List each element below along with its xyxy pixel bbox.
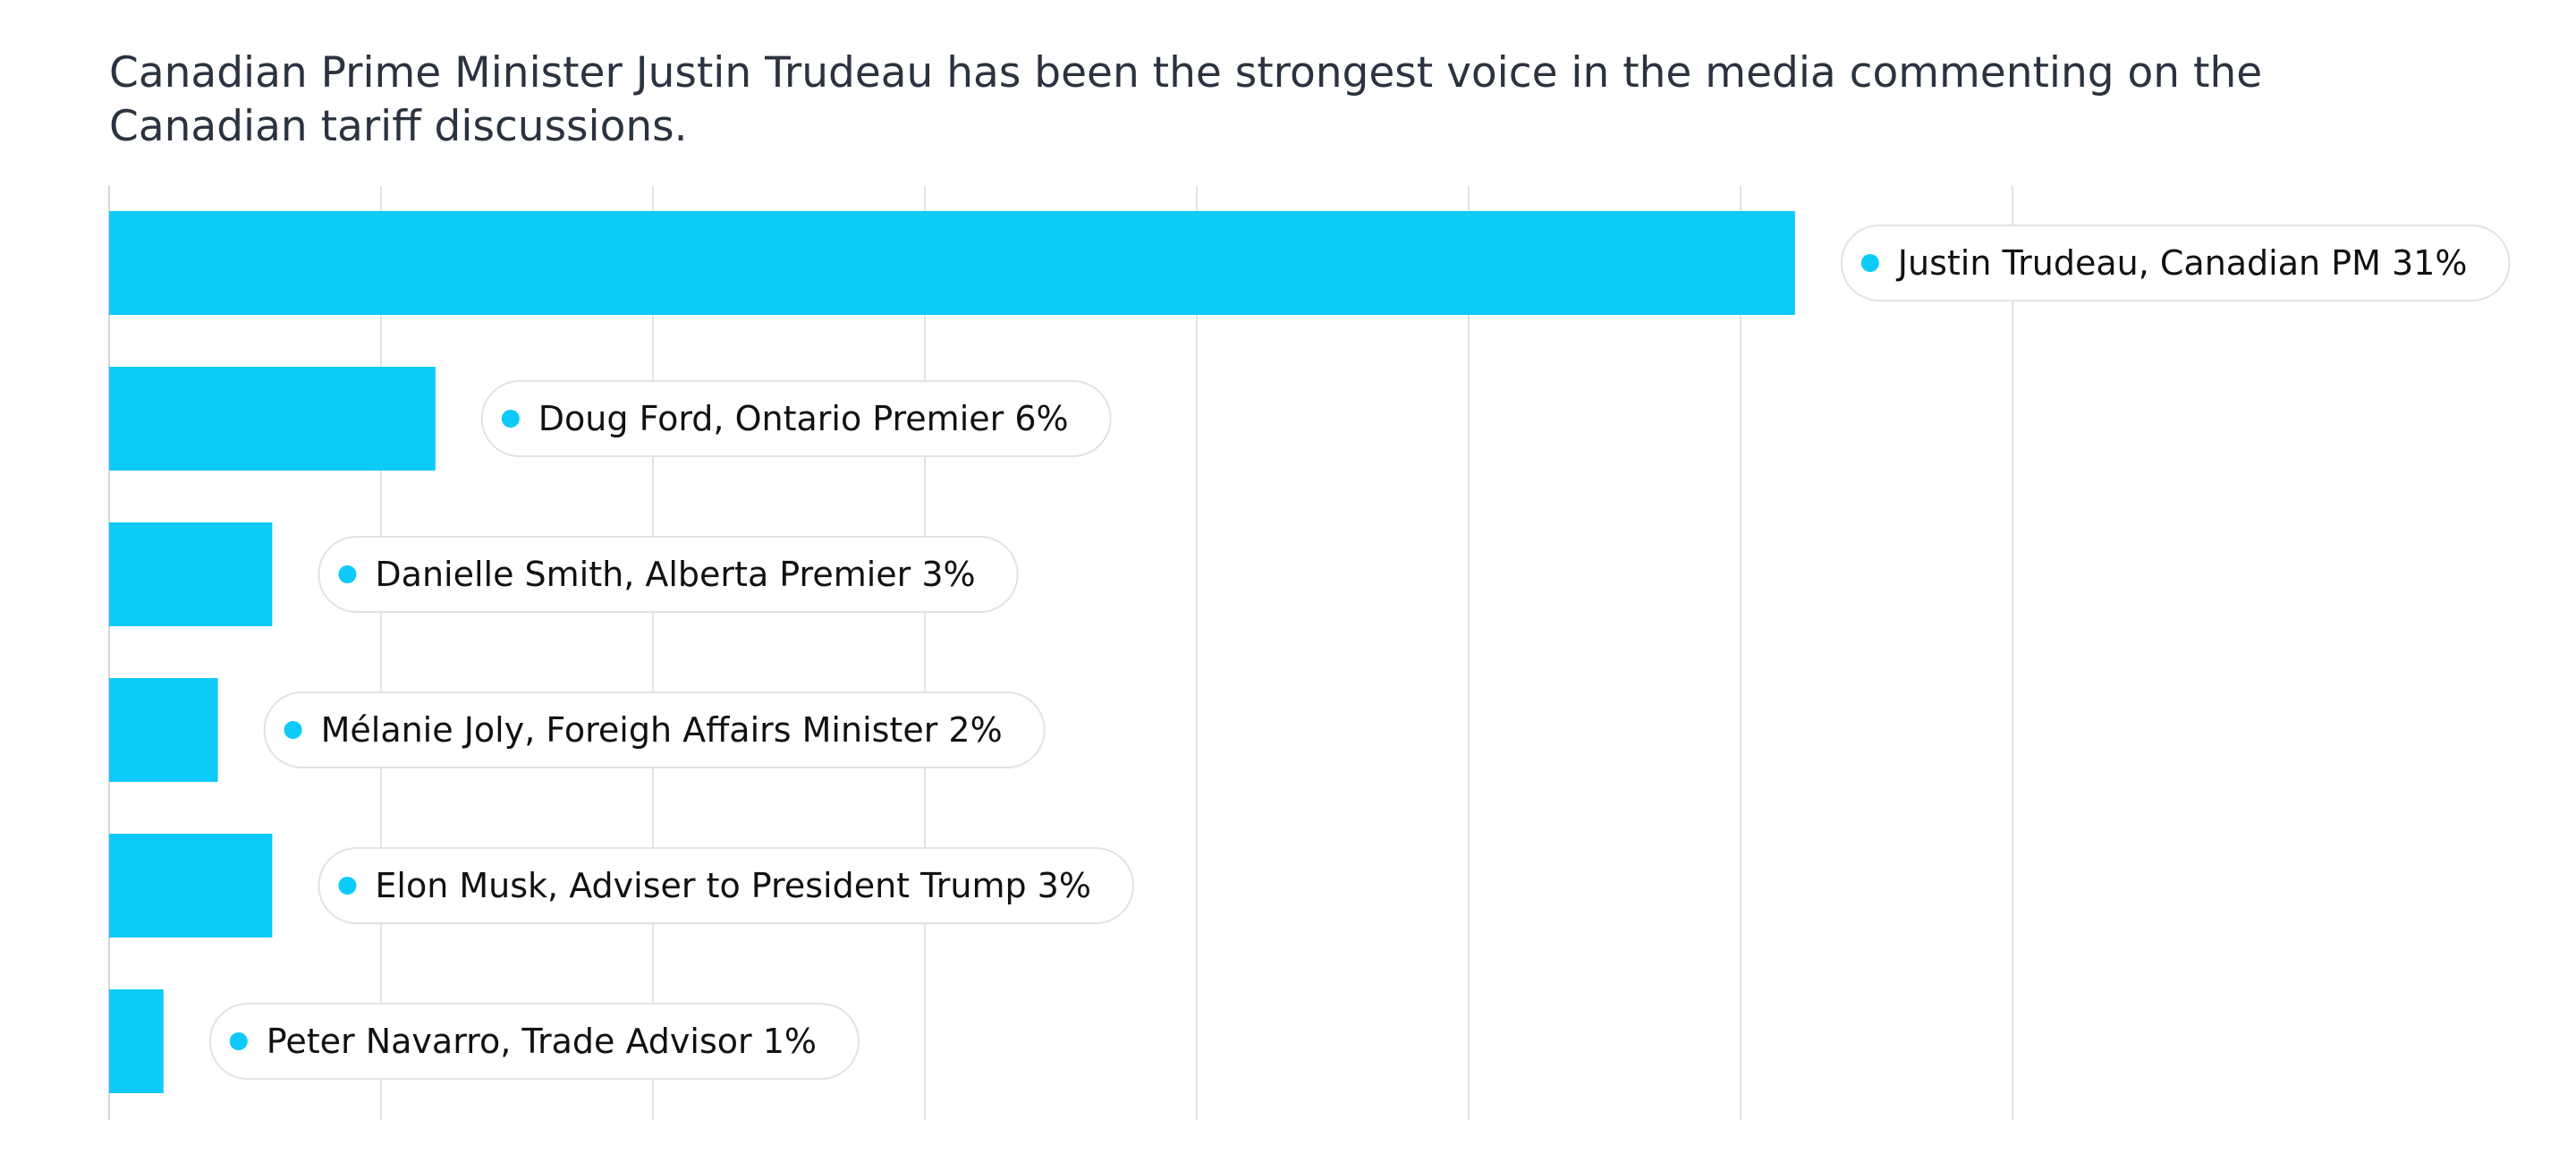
data-label-text: Elon Musk, Adviser to President Trump 3% — [375, 866, 1091, 905]
data-label-pill — [318, 847, 1134, 924]
data-label-pill — [208, 1003, 860, 1080]
bar — [109, 211, 1795, 315]
data-label-pill — [480, 380, 1112, 457]
data-label: Peter Navarro, Trade Advisor 1% — [208, 1003, 860, 1080]
series-dot — [229, 1032, 248, 1050]
series-dot — [338, 877, 357, 895]
series-dot — [1860, 254, 1879, 272]
bar — [109, 834, 273, 938]
bars — [109, 211, 1795, 1093]
data-label: Doug Ford, Ontario Premier 6% — [480, 380, 1112, 457]
chart-title: Canadian Prime Minister Justin Trudeau h… — [109, 48, 2263, 151]
series-dot — [501, 410, 520, 428]
series-dot — [284, 721, 302, 739]
data-label-text: Peter Navarro, Trade Advisor 1% — [267, 1022, 817, 1061]
bar — [109, 678, 218, 782]
data-label-text: Danielle Smith, Alberta Premier 3% — [375, 555, 975, 594]
data-label-pill — [318, 536, 1019, 613]
data-label-text: Doug Ford, Ontario Premier 6% — [538, 399, 1069, 438]
data-labels: Justin Trudeau, Canadian PM 31% Doug Ford… — [208, 225, 2511, 1080]
bar — [109, 367, 436, 471]
data-label-text: Mélanie Joly, Foreigh Affairs Minister 2… — [321, 710, 1003, 750]
data-label-pill — [263, 692, 1046, 768]
gridlines — [108, 186, 2013, 1120]
data-label: Justin Trudeau, Canadian PM 31% — [1840, 225, 2511, 301]
bar — [109, 989, 164, 1093]
series-dot — [338, 565, 357, 583]
data-label-text: Justin Trudeau, Canadian PM 31% — [1896, 243, 2468, 283]
data-label: Danielle Smith, Alberta Premier 3% — [318, 536, 1019, 613]
data-label: Elon Musk, Adviser to President Trump 3% — [318, 847, 1134, 924]
bar — [109, 522, 273, 626]
data-label: Mélanie Joly, Foreigh Affairs Minister 2… — [263, 692, 1046, 768]
data-label-pill — [1840, 225, 2511, 301]
